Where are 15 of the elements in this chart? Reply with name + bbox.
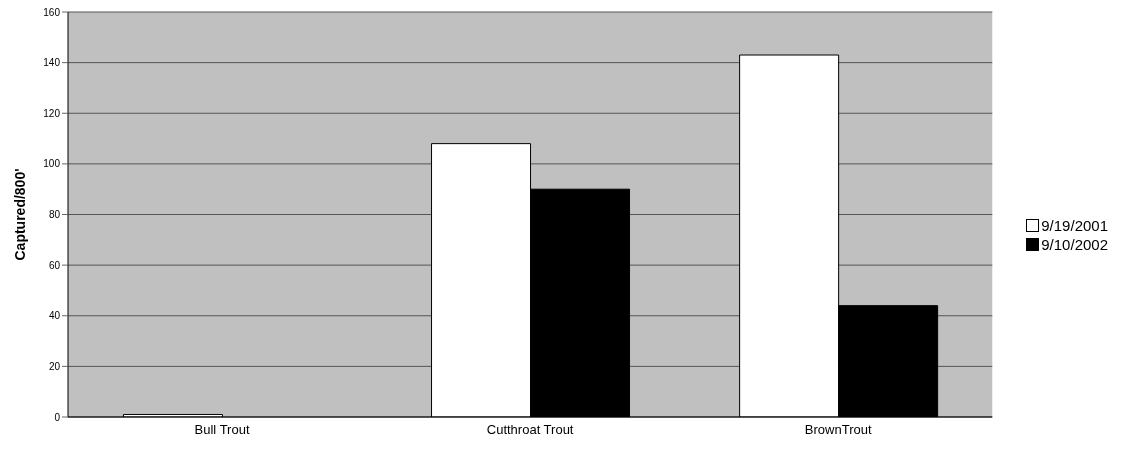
- y-tick-label: 140: [43, 57, 61, 69]
- y-tick-label: 20: [48, 360, 61, 372]
- y-tick-label: 40: [48, 310, 61, 322]
- y-tick-label: 100: [43, 158, 61, 170]
- legend-label: 9/10/2002: [1041, 235, 1108, 253]
- y-tick-label: 120: [43, 107, 61, 119]
- x-tick-label: Bull Trout: [194, 422, 250, 438]
- y-tick-label: 160: [43, 6, 61, 18]
- legend-label: 9/19/2001: [1041, 216, 1108, 234]
- y-axis-title: Captured/800': [11, 168, 28, 261]
- y-tick-label: 0: [54, 411, 61, 423]
- x-tick-label: BrownTrout: [804, 422, 872, 438]
- y-tick-label: 60: [48, 259, 61, 271]
- y-tick-label: 80: [48, 209, 61, 221]
- x-tick-label: Cutthroat Trout: [486, 422, 574, 438]
